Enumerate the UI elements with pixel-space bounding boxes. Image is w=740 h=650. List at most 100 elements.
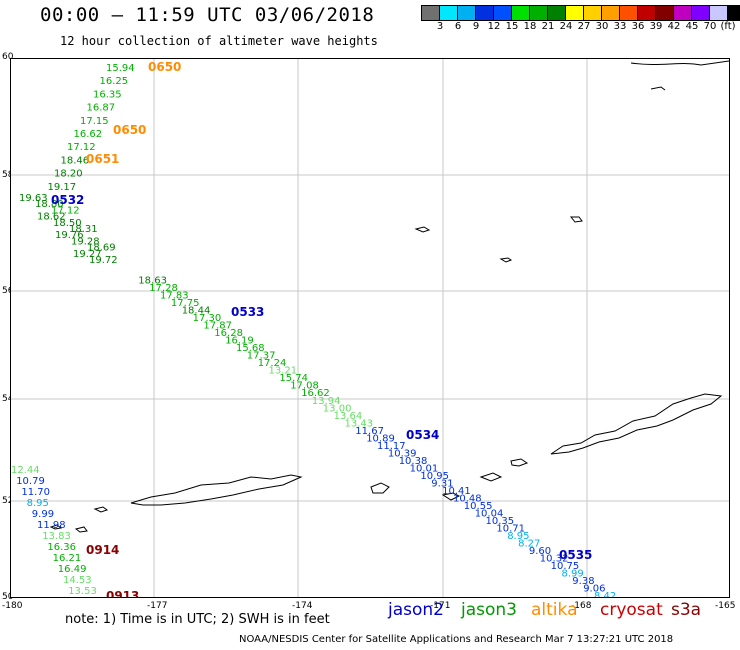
track-b-value-12: 17.28 [149,283,178,294]
coast-islets-w3 [74,526,88,533]
pass-time-0: 0650 [148,60,181,74]
scale-label-0: 3 [436,21,444,32]
color-scale-bar [421,5,740,21]
scale-label-15: 70 [703,21,717,32]
track-c-value-2: 11.70 [21,487,50,498]
scale-swatch-0 [422,6,440,20]
track-a-value-6: 17.12 [67,142,96,153]
track-c-value-1: 10.79 [16,476,45,487]
scale-label-14: 45 [685,21,699,32]
lat-tick-54: 54 [2,394,14,404]
lon-tick--174: -174 [292,601,313,611]
lon-tick--177: -177 [147,601,168,611]
coast-islet-2 [569,216,583,223]
track-b-value-27: 13.94 [312,396,341,407]
track-a-value-9: 19.17 [48,182,77,193]
track-b-value-11: 18.63 [138,276,167,287]
scale-label-12: 39 [649,21,663,32]
track-b-value-20: 15.68 [236,343,265,354]
track-b-value-40: 10.48 [453,493,482,504]
track-b-value-32: 10.89 [366,433,395,444]
scale-label-8: 27 [577,21,591,32]
track-b-value-37: 10.95 [420,471,449,482]
scale-swatch-12 [638,6,656,20]
track-b-value-33: 11.17 [377,441,406,452]
track-a-value-4: 17.15 [80,116,109,127]
scale-swatch-6 [530,6,548,20]
track-b-value-29: 13.64 [334,411,363,422]
track-b-value-30: 13.43 [345,418,374,429]
track-a-value-8: 18.20 [54,169,83,180]
track-b-value-44: 10.71 [496,523,525,534]
track-b-value-50: 8.99 [562,569,584,580]
track-a-value-5: 16.62 [74,129,103,140]
pass-time-1: 0650 [113,123,146,137]
scale-swatch-7 [548,6,566,20]
track-c-value-8: 16.21 [53,553,82,564]
pass-time-8: 0913 [106,589,139,597]
legend-altika: altika [531,600,578,620]
lat-tick-60: 60 [2,52,14,62]
track-b-value-10: 19.72 [89,255,118,266]
coast-umnak [510,458,529,467]
track-b-value-17: 17.87 [203,321,232,332]
track-b-value-38: 9.31 [431,478,453,489]
track-b-value-19: 16.19 [225,336,254,347]
track-c-value-4: 9.99 [32,509,54,520]
coast-pribilof-2 [499,257,513,263]
track-b-value-18: 16.28 [214,328,243,339]
scale-label-13: 42 [667,21,681,32]
scale-swatch-16 [710,6,728,20]
track-b-value-36: 10.01 [410,463,439,474]
scale-label-7: 24 [559,21,573,32]
track-b-value-13: 17.83 [160,291,189,302]
coast-andreanof [130,474,303,506]
scale-swatch-9 [584,6,602,20]
legend-jason2: jason2 [388,600,444,620]
coast-islands-5 [441,492,461,501]
scale-swatch-8 [566,6,584,20]
coast-unalaska [550,393,723,455]
track-a-value-0: 15.94 [106,63,135,74]
track-b-value-15: 18.44 [182,306,211,317]
track-b-value-25: 17.08 [290,381,319,392]
page-subtitle: 12 hour collection of altimeter wave hei… [60,34,378,48]
scale-swatch-11 [620,6,638,20]
track-b-value-5: 18.31 [69,224,98,235]
coast-pribilof-1 [414,226,431,233]
track-b-value-48: 10.32 [540,554,569,565]
scale-swatch-13 [656,6,674,20]
note-text: note: 1) Time is in UTC; 2) SWH is in fe… [65,612,330,627]
map-canvas: 15.94 16.25 16.35 16.87 17.15 16.62 17.12 18.46… [11,59,729,597]
track-b-value-39: 10.41 [442,486,471,497]
scale-label-16: (ft) [720,21,736,32]
pass-time-labels: 0650 0650 0651 0532 0533 0534 0535 0914 0913 [51,60,592,597]
legend-s3a: s3a [671,600,702,620]
track-c-value-3: 8.95 [27,498,49,509]
coast-islands-6 [370,482,390,494]
track-b-value-45: 8.95 [507,531,529,542]
lon-tick--171: -171 [430,601,451,611]
coast-islets-w2 [49,524,63,530]
lat-tick-58: 58 [2,170,14,180]
track-c-value-7: 16.36 [47,542,76,553]
track-c-value-6: 13.83 [42,531,71,542]
lat-tick-50: 50 [2,592,14,602]
scale-label-3: 12 [487,21,501,32]
lon-tick--168: -168 [571,601,592,611]
scale-swatch-2 [458,6,476,20]
wave-height-tracks: 15.94 16.25 16.35 16.87 17.15 16.62 17.12 18.46… [11,63,616,597]
track-b-value-21: 17.37 [247,351,276,362]
legend-cryosat: cryosat [600,600,663,620]
scale-label-2: 9 [472,21,480,32]
scale-label-5: 18 [523,21,537,32]
track-b-value-2: 17.12 [51,205,80,216]
scale-swatch-5 [512,6,530,20]
scale-swatch-14 [674,6,692,20]
pass-time-3: 0532 [51,193,84,207]
pass-time-7: 0914 [86,543,119,557]
pass-time-2: 0651 [86,152,119,166]
track-b-value-53: 8.42 [594,591,616,597]
coast-islets-w [93,506,109,513]
track-a-value-3: 16.87 [87,103,116,114]
